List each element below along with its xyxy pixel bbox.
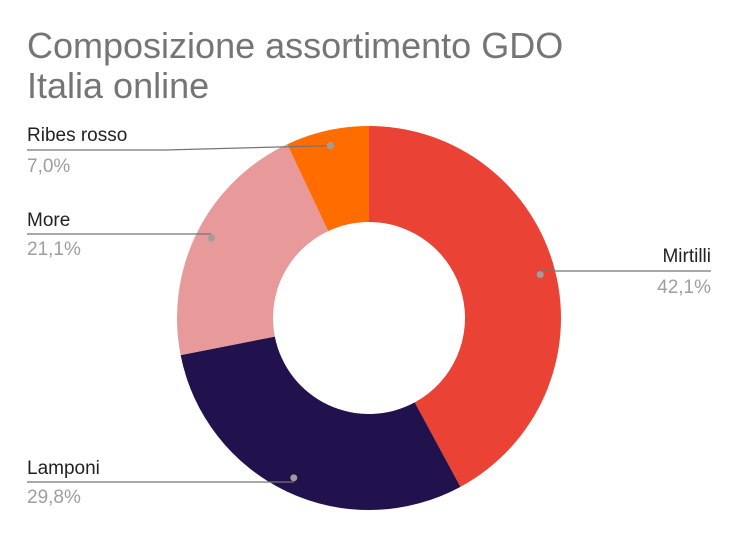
slice-label-mirtilli: Mirtilli xyxy=(662,246,711,267)
chart-title-line-2: Italia online xyxy=(27,65,210,106)
slice-ribes-rosso[interactable] xyxy=(287,126,369,232)
slice-lamponi[interactable] xyxy=(180,336,461,511)
slice-label-more: More xyxy=(27,210,70,231)
slice-label-ribes-rosso: Ribes rosso xyxy=(27,125,127,146)
chart-title-line-1: Composizione assortimento GDO xyxy=(27,25,564,66)
leader-line-ribes-rosso xyxy=(27,144,331,151)
slice-label-lamponi: Lamponi xyxy=(27,458,100,479)
slice-value-more: 21,1% xyxy=(27,239,81,260)
leader-dot-lamponi xyxy=(290,474,298,482)
slice-mirtilli[interactable] xyxy=(369,126,562,487)
slice-value-lamponi: 29,8% xyxy=(27,487,81,508)
slice-more[interactable] xyxy=(177,144,329,356)
leader-dot-ribes-rosso xyxy=(326,142,334,150)
leader-dot-more xyxy=(207,234,215,242)
leader-dot-mirtilli xyxy=(536,271,544,279)
chart-title: Composizione assortimento GDO Italia onl… xyxy=(27,26,563,106)
slice-value-ribes-rosso: 7,0% xyxy=(27,156,70,177)
slice-value-mirtilli: 42,1% xyxy=(657,277,711,298)
